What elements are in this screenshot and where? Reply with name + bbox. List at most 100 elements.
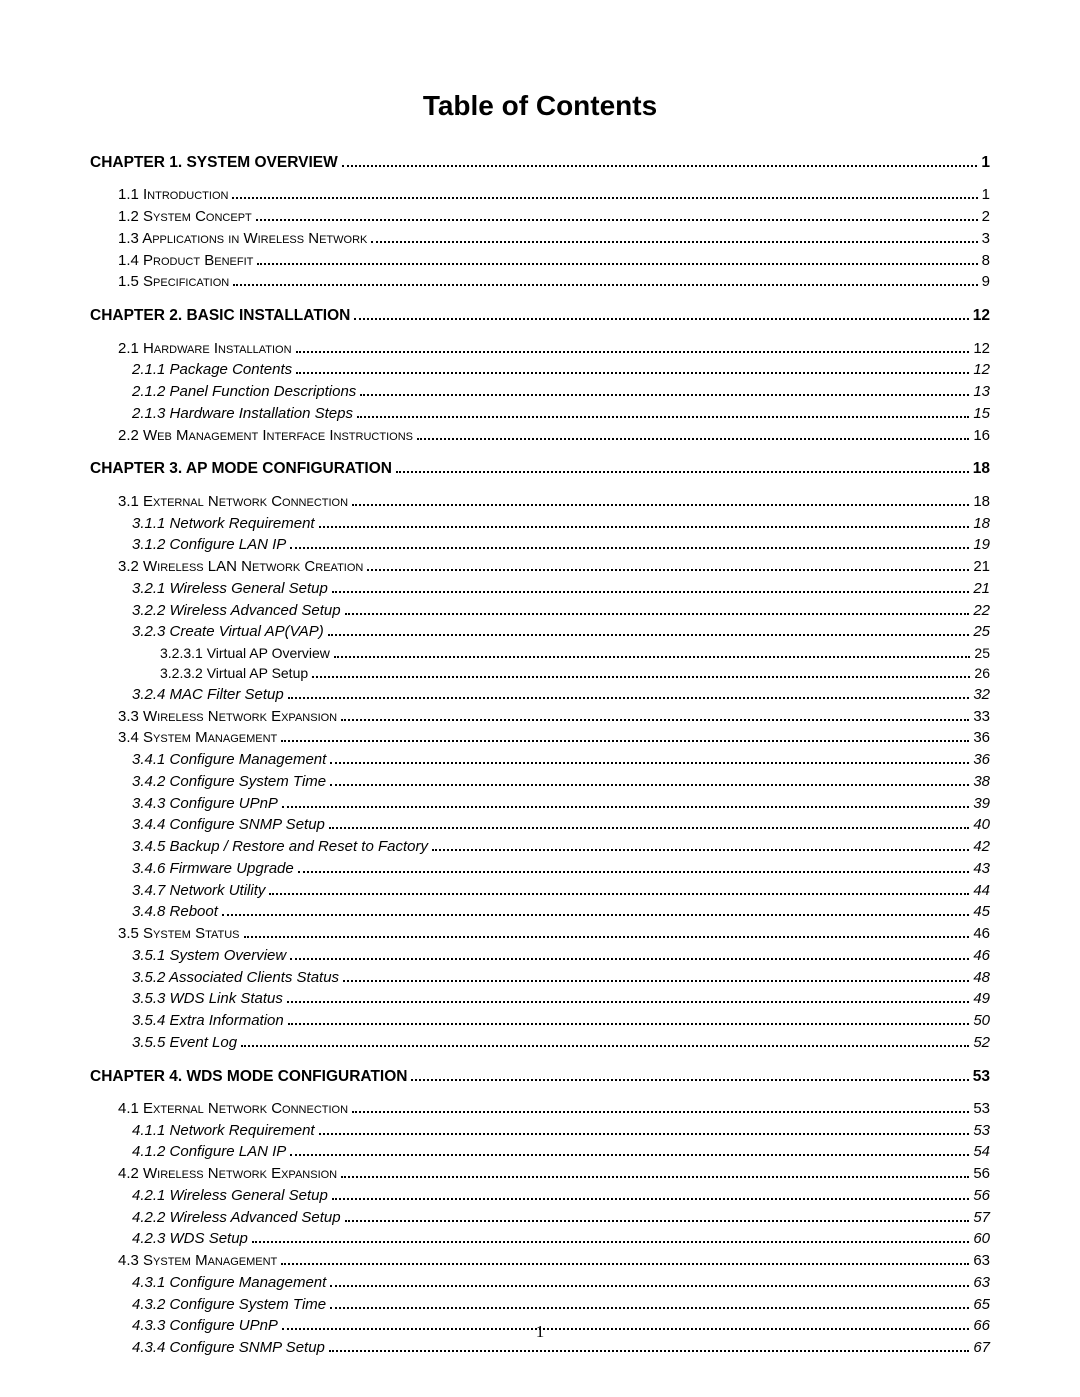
- toc-leader-dots: [330, 752, 969, 765]
- toc-entry-page: 2: [982, 206, 990, 228]
- toc-leader-dots: [296, 340, 970, 353]
- toc-leader-dots: [319, 1122, 970, 1135]
- toc-leader-dots: [396, 461, 969, 474]
- toc-entry-label: 3.4.3 Configure UPnP: [132, 793, 278, 815]
- toc-entry-label: 3.4 System Management: [118, 727, 277, 749]
- toc-entry-label: 4.2.1 Wireless General Setup: [132, 1185, 328, 1207]
- toc-entry-page: 21: [973, 578, 990, 600]
- toc-entry-page: 50: [973, 1010, 990, 1032]
- toc-leader-dots: [330, 1274, 969, 1287]
- toc-entry-page: 8: [982, 250, 990, 272]
- toc-entry: 3.5.4 Extra Information 50: [90, 1010, 990, 1032]
- toc-entry-label: 3.5.5 Event Log: [132, 1032, 237, 1054]
- toc-entry-page: 38: [973, 771, 990, 793]
- toc-entry-page: 48: [973, 967, 990, 989]
- toc-entry-label: 4.1.1 Network Requirement: [132, 1120, 315, 1142]
- toc-entry-page: 1: [981, 152, 990, 174]
- toc-leader-dots: [371, 230, 977, 243]
- toc-entry-page: 26: [974, 663, 990, 683]
- toc-leader-dots: [352, 493, 969, 506]
- toc-leader-dots: [329, 817, 969, 830]
- toc-leader-dots: [345, 1209, 970, 1222]
- toc-entry-label: 3.1.2 Configure LAN IP: [132, 534, 286, 556]
- toc-entry: 3.4 System Management36: [90, 727, 990, 749]
- toc-leader-dots: [222, 904, 969, 917]
- toc-entry-label: 3.2.3 Create Virtual AP(VAP): [132, 621, 324, 643]
- toc-entry: 4.2.1 Wireless General Setup56: [90, 1185, 990, 1207]
- toc-entry-label: 3.4.8 Reboot: [132, 901, 218, 923]
- toc-entry: 4.2 Wireless Network Expansion56: [90, 1163, 990, 1185]
- page-container: Table of Contents CHAPTER 1. SYSTEM OVER…: [0, 0, 1080, 1397]
- toc-entry: CHAPTER 3. AP MODE CONFIGURATION18: [90, 458, 990, 480]
- toc-entry: CHAPTER 2. BASIC INSTALLATION12: [90, 305, 990, 327]
- toc-entry: 3.1 External Network Connection18: [90, 491, 990, 513]
- toc-entry: 2.2 Web Management Interface Instruction…: [90, 425, 990, 447]
- toc-entry-label: 4.1.2 Configure LAN IP: [132, 1141, 286, 1163]
- toc-leader-dots: [296, 362, 969, 375]
- toc-entry: 3.4.5 Backup / Restore and Reset to Fact…: [90, 836, 990, 858]
- toc-leader-dots: [330, 773, 969, 786]
- toc-leader-dots: [341, 708, 969, 721]
- toc-entry: 2.1.1 Package Contents12: [90, 359, 990, 381]
- toc-leader-dots: [342, 154, 978, 167]
- toc-entry-label: 3.1.1 Network Requirement: [132, 513, 315, 535]
- toc-entry-label: 4.3 System Management: [118, 1250, 277, 1272]
- toc-entry-label: 3.3 Wireless Network Expansion: [118, 706, 337, 728]
- toc-entry-page: 12: [973, 338, 990, 360]
- toc-entry-page: 39: [973, 793, 990, 815]
- toc-leader-dots: [256, 209, 978, 222]
- toc-entry: 3.5.3 WDS Link Status49: [90, 988, 990, 1010]
- toc-entry-label: 3.5.4 Extra Information: [132, 1010, 284, 1032]
- toc-entry-label: 3.4.5 Backup / Restore and Reset to Fact…: [132, 836, 428, 858]
- toc-entry-page: 42: [973, 836, 990, 858]
- toc-leader-dots: [367, 559, 969, 572]
- toc-entry-label: 1.4 Product Benefit: [118, 250, 253, 272]
- toc-entry-page: 33: [973, 706, 990, 728]
- toc-entry: 3.5 System Status46: [90, 923, 990, 945]
- toc-entry-label: CHAPTER 4. WDS MODE CONFIGURATION: [90, 1066, 407, 1088]
- toc-entry-label: CHAPTER 1. SYSTEM OVERVIEW: [90, 152, 338, 174]
- toc-entry-label: 2.1 Hardware Installation: [118, 338, 292, 360]
- toc-entry-label: 1.5 Specification: [118, 271, 229, 293]
- toc-entry: 3.4.6 Firmware Upgrade 43: [90, 858, 990, 880]
- toc-entry-page: 18: [973, 458, 990, 480]
- toc-entry: 1.1 Introduction1: [90, 184, 990, 206]
- toc-entry-label: 3.5.3 WDS Link Status: [132, 988, 283, 1010]
- toc-leader-dots: [244, 926, 970, 939]
- toc-leader-dots: [343, 969, 969, 982]
- toc-entry-label: 2.1.1 Package Contents: [132, 359, 292, 381]
- toc-leader-dots: [354, 307, 968, 320]
- toc-leader-dots: [298, 860, 970, 873]
- toc-entry: CHAPTER 4. WDS MODE CONFIGURATION53: [90, 1066, 990, 1088]
- toc-entry-label: 3.4.6 Firmware Upgrade: [132, 858, 294, 880]
- toc-leader-dots: [330, 1296, 969, 1309]
- toc-entry-page: 46: [973, 945, 990, 967]
- toc-entry-page: 25: [974, 643, 990, 663]
- toc-leader-dots: [432, 839, 969, 852]
- toc-entry-label: 2.2 Web Management Interface Instruction…: [118, 425, 413, 447]
- toc-entry-page: 40: [973, 814, 990, 836]
- toc-entry-page: 19: [973, 534, 990, 556]
- toc-entry-page: 43: [973, 858, 990, 880]
- toc-entry-page: 65: [973, 1294, 990, 1316]
- toc-entry-page: 36: [973, 749, 990, 771]
- toc-leader-dots: [319, 515, 970, 528]
- toc-leader-dots: [269, 882, 969, 895]
- toc-leader-dots: [233, 274, 977, 287]
- toc-entry-page: 18: [973, 491, 990, 513]
- toc-entry: 4.1.2 Configure LAN IP54: [90, 1141, 990, 1163]
- toc-leader-dots: [332, 580, 970, 593]
- toc-entry: 3.3 Wireless Network Expansion 33: [90, 706, 990, 728]
- toc-entry: 4.3.1 Configure Management63: [90, 1272, 990, 1294]
- toc-entry: 3.5.5 Event Log52: [90, 1032, 990, 1054]
- toc-leader-dots: [287, 991, 969, 1004]
- toc-entry: 3.2 Wireless LAN Network Creation21: [90, 556, 990, 578]
- toc-leader-dots: [281, 730, 969, 743]
- toc-leader-dots: [312, 667, 970, 679]
- toc-entry-page: 53: [973, 1098, 990, 1120]
- toc-entry: 3.4.3 Configure UPnP 39: [90, 793, 990, 815]
- toc-entry: 3.1.1 Network Requirement18: [90, 513, 990, 535]
- toc-leader-dots: [288, 1013, 970, 1026]
- toc-entry-label: 3.2.4 MAC Filter Setup: [132, 684, 284, 706]
- toc-entry-label: 3.5.1 System Overview: [132, 945, 286, 967]
